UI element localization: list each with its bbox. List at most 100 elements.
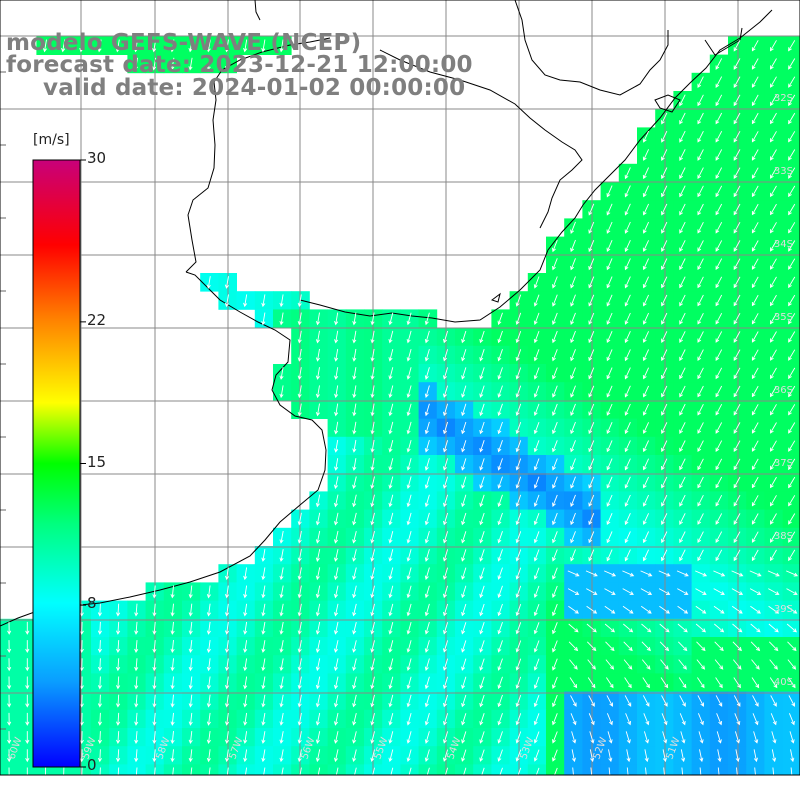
wind-vector — [788, 440, 796, 452]
wind-vector — [461, 458, 467, 471]
wind-vector — [333, 567, 339, 581]
wind-vector — [352, 567, 357, 581]
wind-vector — [604, 605, 616, 614]
wind-vector — [624, 476, 631, 489]
wind-vector — [261, 694, 266, 708]
wind-vector — [515, 330, 522, 344]
wind-speed-cell — [273, 764, 292, 775]
wind-vector — [497, 658, 503, 671]
wind-vector — [461, 603, 467, 617]
wind-vector — [206, 585, 211, 599]
wind-vector — [552, 258, 558, 271]
wind-vector — [115, 731, 121, 745]
wind-vector — [25, 694, 30, 708]
wind-vector — [697, 240, 704, 252]
wind-vector — [315, 658, 321, 672]
wind-vector — [788, 331, 796, 343]
wind-vector — [442, 585, 449, 599]
wind-vector — [733, 276, 741, 289]
wind-vector — [642, 221, 650, 234]
wind-vector — [680, 749, 686, 763]
wind-vector — [658, 588, 671, 595]
wind-vector — [188, 658, 193, 672]
wind-vector — [770, 549, 777, 562]
wind-vector — [133, 57, 138, 71]
wind-vector — [588, 549, 595, 562]
wind-vector — [442, 567, 449, 580]
wind-vector — [736, 767, 738, 775]
wind-vector — [731, 605, 743, 614]
wind-vector — [569, 677, 578, 689]
wind-vector — [461, 403, 467, 417]
wind-vector — [406, 458, 412, 471]
wind-vector — [770, 313, 777, 325]
wind-vector — [697, 513, 704, 525]
wind-vector — [297, 348, 302, 362]
wind-vector — [297, 367, 302, 380]
wind-vector — [297, 585, 302, 599]
wind-vector — [406, 403, 412, 417]
wind-vector — [533, 713, 540, 726]
wind-vector — [442, 330, 449, 344]
wind-vector — [533, 458, 540, 471]
wind-vector — [424, 330, 430, 344]
wind-vector — [770, 40, 777, 52]
wind-vector — [623, 623, 634, 633]
wind-vector — [552, 694, 558, 708]
wind-vector — [661, 494, 668, 507]
wind-vector — [243, 640, 248, 653]
wind-vector — [479, 458, 485, 471]
wind-vector — [243, 294, 248, 308]
wind-vector — [533, 349, 540, 362]
wind-vector — [7, 658, 12, 672]
wind-vector — [751, 404, 759, 416]
wind-vector — [588, 440, 595, 453]
wind-vector — [770, 222, 777, 234]
wind-vector — [679, 513, 686, 525]
wind-speed-cell — [455, 764, 474, 775]
wind-vector — [677, 605, 689, 614]
wind-vector — [188, 39, 193, 53]
wind-vector — [768, 623, 779, 633]
wind-vector — [497, 421, 503, 435]
wind-vector — [552, 494, 558, 507]
wind-vector — [134, 694, 139, 708]
wind-vector — [751, 331, 759, 343]
wind-vector — [768, 588, 780, 595]
wind-vector — [515, 549, 522, 562]
wind-vector — [97, 621, 102, 635]
wind-vector — [424, 549, 430, 562]
wind-vector — [735, 749, 740, 763]
wind-vector — [570, 440, 576, 453]
wind-vector — [297, 712, 302, 726]
wind-vector — [7, 621, 12, 635]
wind-vector — [679, 385, 686, 398]
wind-vector — [786, 623, 798, 633]
wind-vector — [588, 240, 595, 253]
wind-vector — [679, 440, 686, 453]
wind-vector — [515, 640, 522, 653]
wind-vector — [770, 422, 777, 434]
wind-vectors — [7, 39, 799, 775]
wind-vector — [352, 658, 357, 672]
wind-vector — [388, 494, 394, 508]
title-forecast-date: forecast date: 2023-12-21 12:00:00 — [6, 52, 473, 78]
wind-vector — [224, 585, 230, 599]
wind-vector — [606, 258, 613, 271]
wind-vector — [424, 658, 430, 672]
wind-vector — [588, 203, 595, 216]
wind-vector — [697, 203, 704, 216]
wind-vector — [261, 549, 266, 562]
wind-vector — [731, 588, 744, 595]
wind-vector — [697, 403, 704, 416]
wind-vector — [624, 677, 632, 689]
wind-vector — [517, 767, 522, 775]
wind-vector — [479, 330, 485, 344]
wind-vector — [461, 694, 467, 708]
wind-vector — [515, 676, 522, 689]
wind-vector — [406, 421, 412, 435]
wind-vector — [624, 422, 631, 435]
wind-vector — [642, 349, 650, 362]
wind-vector — [695, 570, 708, 577]
wind-vector — [261, 585, 266, 599]
